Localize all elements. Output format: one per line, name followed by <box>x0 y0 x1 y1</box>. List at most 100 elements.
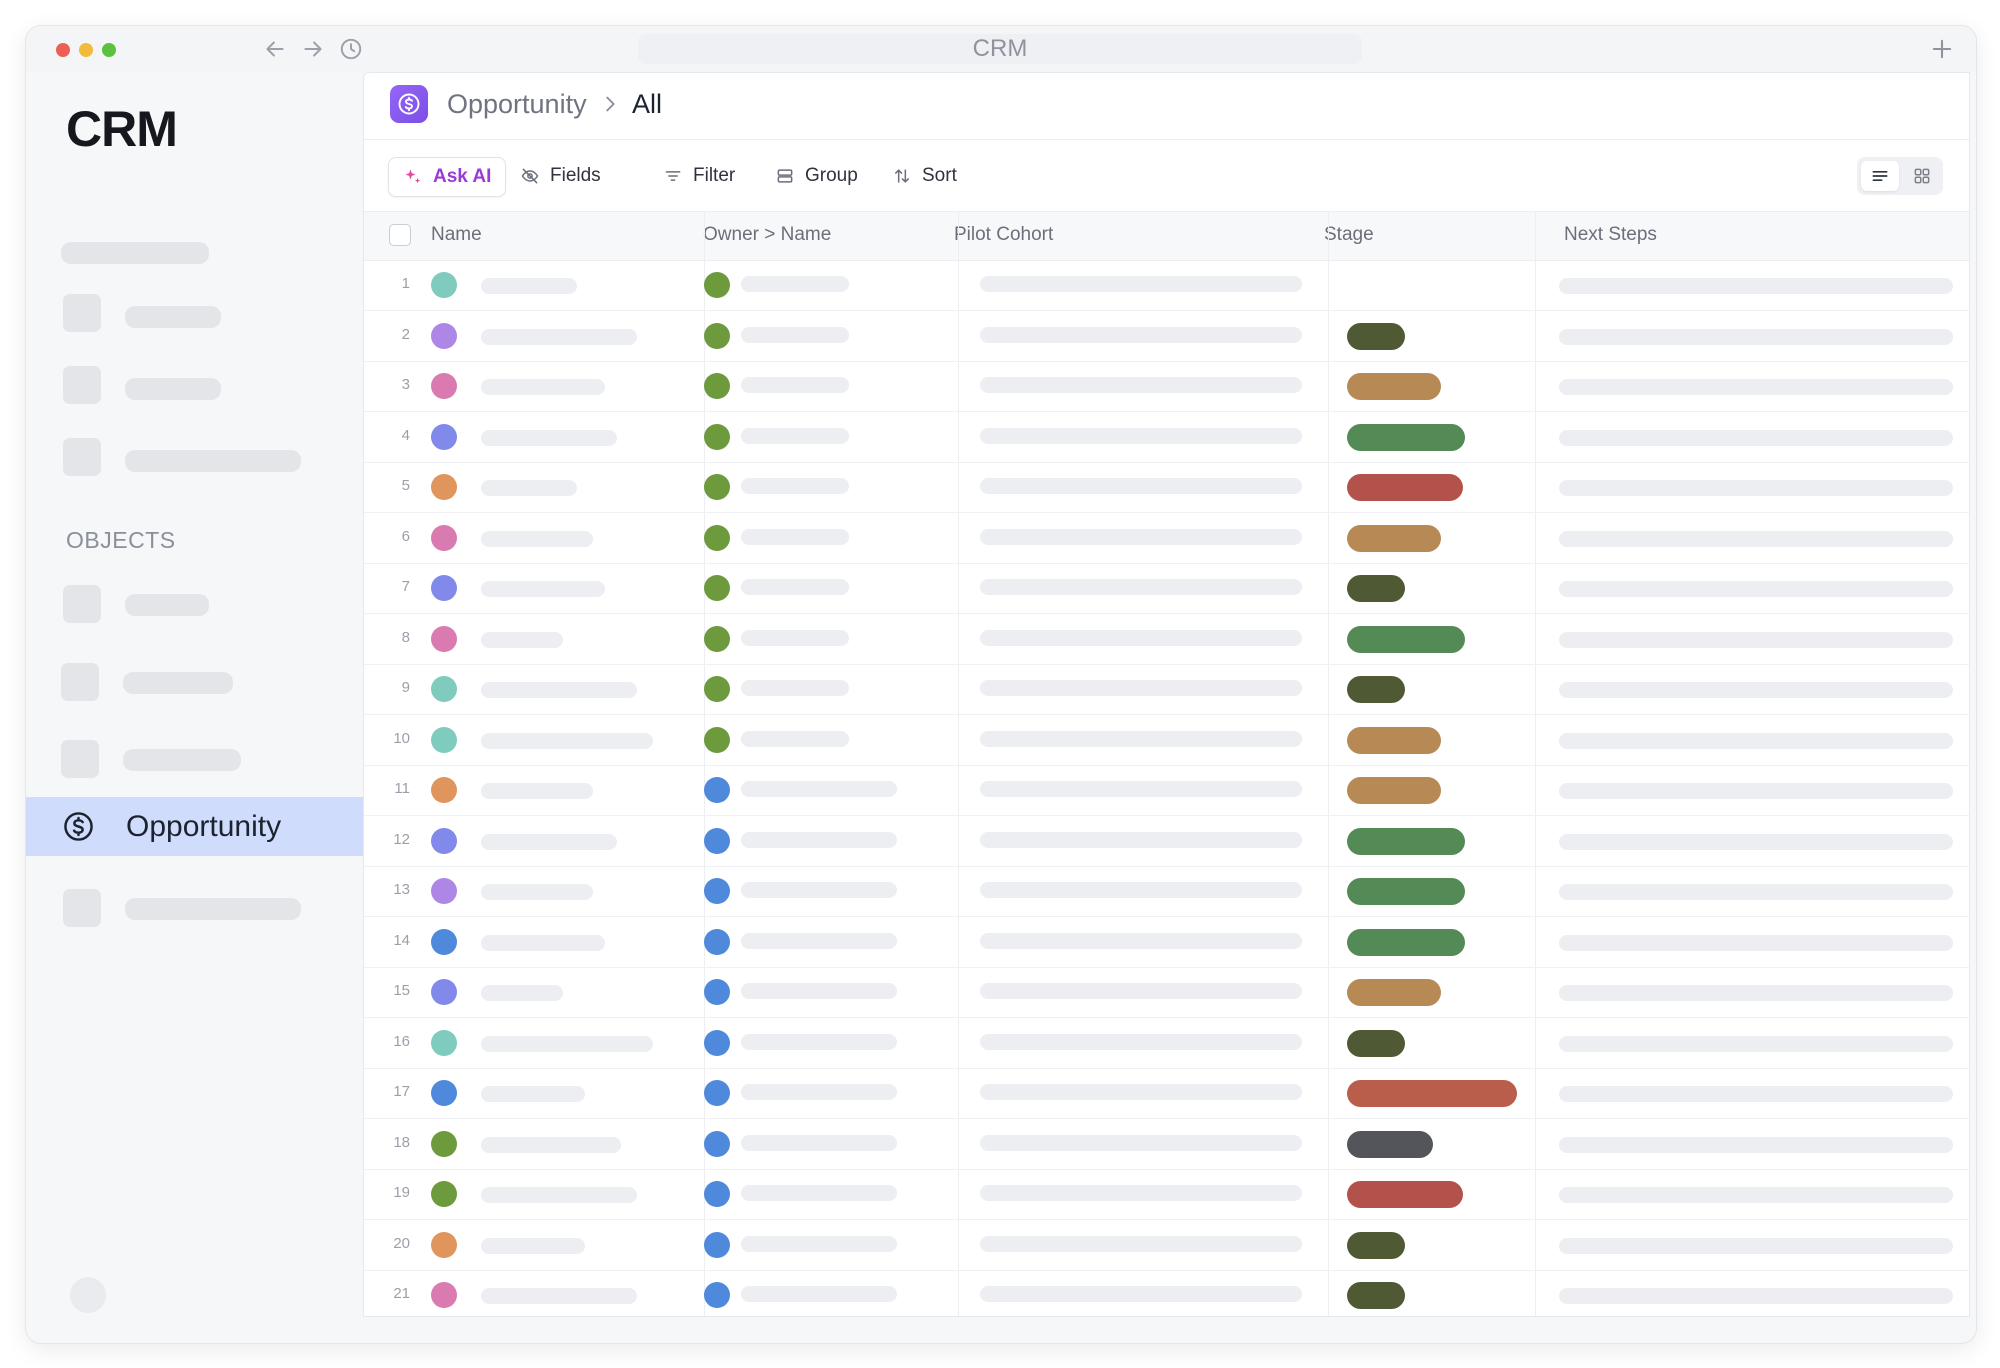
table-row[interactable]: 9 <box>364 664 1969 715</box>
pilot-cohort-placeholder[interactable] <box>980 276 1302 292</box>
name-value-placeholder[interactable] <box>481 480 577 496</box>
table-row[interactable]: 7 <box>364 563 1969 614</box>
stage-badge[interactable] <box>1347 777 1441 804</box>
owner-value-placeholder[interactable] <box>741 326 849 343</box>
next-steps-placeholder[interactable] <box>1559 379 1953 395</box>
name-value-placeholder[interactable] <box>481 1288 637 1304</box>
stage-badge[interactable] <box>1347 878 1465 905</box>
name-value-placeholder[interactable] <box>481 732 653 749</box>
name-value-placeholder[interactable] <box>481 1086 585 1102</box>
column-header-stage[interactable]: Stage <box>1324 224 1374 245</box>
next-steps-placeholder[interactable] <box>1559 278 1953 294</box>
owner-value-placeholder[interactable] <box>741 1134 897 1151</box>
stage-badge[interactable] <box>1347 1029 1405 1057</box>
stage-badge[interactable] <box>1347 373 1441 400</box>
pilot-cohort-placeholder[interactable] <box>980 1286 1302 1302</box>
table-row[interactable]: 19 <box>364 1169 1969 1220</box>
table-row[interactable]: 2 <box>364 311 1969 362</box>
fields-button[interactable]: Fields <box>520 157 601 195</box>
name-value-placeholder[interactable] <box>481 1035 653 1052</box>
pilot-cohort-placeholder[interactable] <box>980 1033 1302 1050</box>
arrow-left-icon[interactable] <box>262 36 288 62</box>
table-row[interactable]: 3 <box>364 361 1969 412</box>
table-row[interactable]: 15 <box>364 967 1969 1018</box>
stage-badge[interactable] <box>1347 676 1405 703</box>
table-row[interactable]: 18 <box>364 1119 1969 1170</box>
name-value-placeholder[interactable] <box>481 530 593 547</box>
owner-value-placeholder[interactable] <box>741 781 897 797</box>
pilot-cohort-placeholder[interactable] <box>980 579 1302 595</box>
pilot-cohort-placeholder[interactable] <box>980 427 1302 444</box>
select-all-checkbox[interactable] <box>389 224 411 246</box>
avatar[interactable] <box>70 1277 106 1313</box>
stage-badge[interactable] <box>1347 625 1465 653</box>
table-row[interactable]: 12 <box>364 816 1969 867</box>
name-value-placeholder[interactable] <box>481 1187 637 1203</box>
stage-badge[interactable] <box>1347 1130 1433 1158</box>
pilot-cohort-placeholder[interactable] <box>980 478 1302 494</box>
table-row[interactable]: 1 <box>364 260 1969 311</box>
name-value-placeholder[interactable] <box>481 934 605 951</box>
owner-value-placeholder[interactable] <box>741 1286 897 1302</box>
owner-value-placeholder[interactable] <box>741 932 897 949</box>
table-row[interactable]: 13 <box>364 866 1969 917</box>
pilot-cohort-placeholder[interactable] <box>980 781 1302 797</box>
table-row[interactable]: 4 <box>364 412 1969 463</box>
next-steps-placeholder[interactable] <box>1559 1035 1953 1052</box>
name-value-placeholder[interactable] <box>481 783 593 799</box>
pilot-cohort-placeholder[interactable] <box>980 1235 1302 1252</box>
pilot-cohort-placeholder[interactable] <box>980 326 1302 343</box>
owner-value-placeholder[interactable] <box>741 276 849 292</box>
owner-value-placeholder[interactable] <box>741 1185 897 1201</box>
pilot-cohort-placeholder[interactable] <box>980 680 1302 696</box>
owner-value-placeholder[interactable] <box>741 528 849 545</box>
name-value-placeholder[interactable] <box>481 278 577 294</box>
next-steps-placeholder[interactable] <box>1559 429 1953 446</box>
owner-value-placeholder[interactable] <box>741 579 849 595</box>
name-value-placeholder[interactable] <box>481 429 617 446</box>
table-row[interactable]: 21 <box>364 1270 1969 1316</box>
sidebar-item-placeholder[interactable] <box>125 450 301 472</box>
next-steps-placeholder[interactable] <box>1559 783 1953 799</box>
name-value-placeholder[interactable] <box>481 379 605 395</box>
pilot-cohort-placeholder[interactable] <box>980 377 1302 393</box>
next-steps-placeholder[interactable] <box>1559 934 1953 951</box>
next-steps-placeholder[interactable] <box>1559 631 1953 648</box>
next-steps-placeholder[interactable] <box>1559 1288 1953 1304</box>
close-window-button[interactable] <box>56 43 70 57</box>
pilot-cohort-placeholder[interactable] <box>980 1134 1302 1151</box>
owner-value-placeholder[interactable] <box>741 377 849 393</box>
pilot-cohort-placeholder[interactable] <box>980 932 1302 949</box>
stage-badge[interactable] <box>1347 979 1441 1006</box>
sidebar-item-icon-placeholder[interactable] <box>63 889 101 927</box>
name-value-placeholder[interactable] <box>481 985 563 1001</box>
pilot-cohort-placeholder[interactable] <box>980 730 1302 747</box>
sidebar-item-icon-placeholder[interactable] <box>63 366 101 404</box>
sidebar-item-icon-placeholder[interactable] <box>63 294 101 332</box>
stage-badge[interactable] <box>1347 423 1465 451</box>
name-value-placeholder[interactable] <box>481 884 593 900</box>
next-steps-placeholder[interactable] <box>1559 833 1953 850</box>
pilot-cohort-placeholder[interactable] <box>980 882 1302 898</box>
stage-badge[interactable] <box>1347 1181 1463 1208</box>
sidebar-item-icon-placeholder[interactable] <box>63 438 101 476</box>
owner-value-placeholder[interactable] <box>741 1235 897 1252</box>
next-steps-placeholder[interactable] <box>1559 1086 1953 1102</box>
table-row[interactable]: 14 <box>364 917 1969 968</box>
sidebar-item-placeholder[interactable] <box>123 749 241 771</box>
arrow-right-icon[interactable] <box>300 36 326 62</box>
next-steps-placeholder[interactable] <box>1559 1136 1953 1153</box>
minimize-window-button[interactable] <box>79 43 93 57</box>
table-row[interactable]: 20 <box>364 1220 1969 1271</box>
name-value-placeholder[interactable] <box>481 328 637 345</box>
owner-value-placeholder[interactable] <box>741 730 849 747</box>
pilot-cohort-placeholder[interactable] <box>980 1084 1302 1100</box>
next-steps-placeholder[interactable] <box>1559 328 1953 345</box>
next-steps-placeholder[interactable] <box>1559 884 1953 900</box>
column-header-name[interactable]: Name <box>431 224 482 245</box>
stage-badge[interactable] <box>1347 726 1441 754</box>
sidebar-item-placeholder[interactable] <box>125 378 221 400</box>
owner-value-placeholder[interactable] <box>741 882 897 898</box>
sort-button[interactable]: Sort <box>892 157 957 195</box>
stage-badge[interactable] <box>1347 322 1405 350</box>
